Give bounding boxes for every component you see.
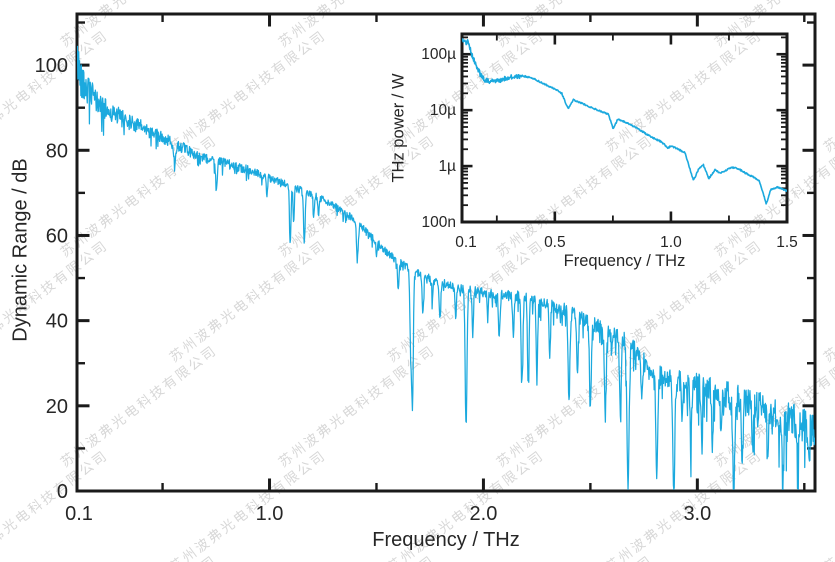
inset-y-tick-label: 100n xyxy=(422,214,456,231)
main-x-tick-label: 1.0 xyxy=(256,503,284,525)
main-curve xyxy=(77,45,815,490)
main-x-axis-label: Frequency / THz xyxy=(372,529,520,551)
inset-x-tick-label: 0.1 xyxy=(455,234,477,251)
main-y-tick-label: 80 xyxy=(46,140,68,162)
inset-x-tick-label: 1.5 xyxy=(776,234,798,251)
inset-y-tick-label: 1µ xyxy=(438,158,456,175)
main-y-tick-label: 100 xyxy=(35,55,68,77)
main-y-tick-label: 20 xyxy=(46,396,68,418)
inset-axes: 0.1 0.5 1.0 1.5 100µ 10µ 1µ 100n xyxy=(421,32,798,251)
inset-x-tick-label: 1.0 xyxy=(660,234,682,251)
main-x-tick-label: 0.1 xyxy=(65,503,93,525)
inset-x-axis-label: Frequency / THz xyxy=(563,252,686,270)
inset-x-tick-label: 0.5 xyxy=(544,234,566,251)
main-y-tick-label: 40 xyxy=(46,311,68,333)
main-y-tick-label: 0 xyxy=(57,481,68,503)
main-x-tick-label: 2.0 xyxy=(470,503,498,525)
inset-curve xyxy=(462,38,787,205)
inset-y-tick-label: 100µ xyxy=(421,46,456,63)
main-x-tick-label: 3.0 xyxy=(683,503,711,525)
main-y-tick-label: 60 xyxy=(46,225,68,247)
main-axes: 0.1 1.0 2.0 3.0 0 20 40 60 80 100 xyxy=(35,12,817,525)
inset-y-tick-label: 10µ xyxy=(430,102,456,119)
